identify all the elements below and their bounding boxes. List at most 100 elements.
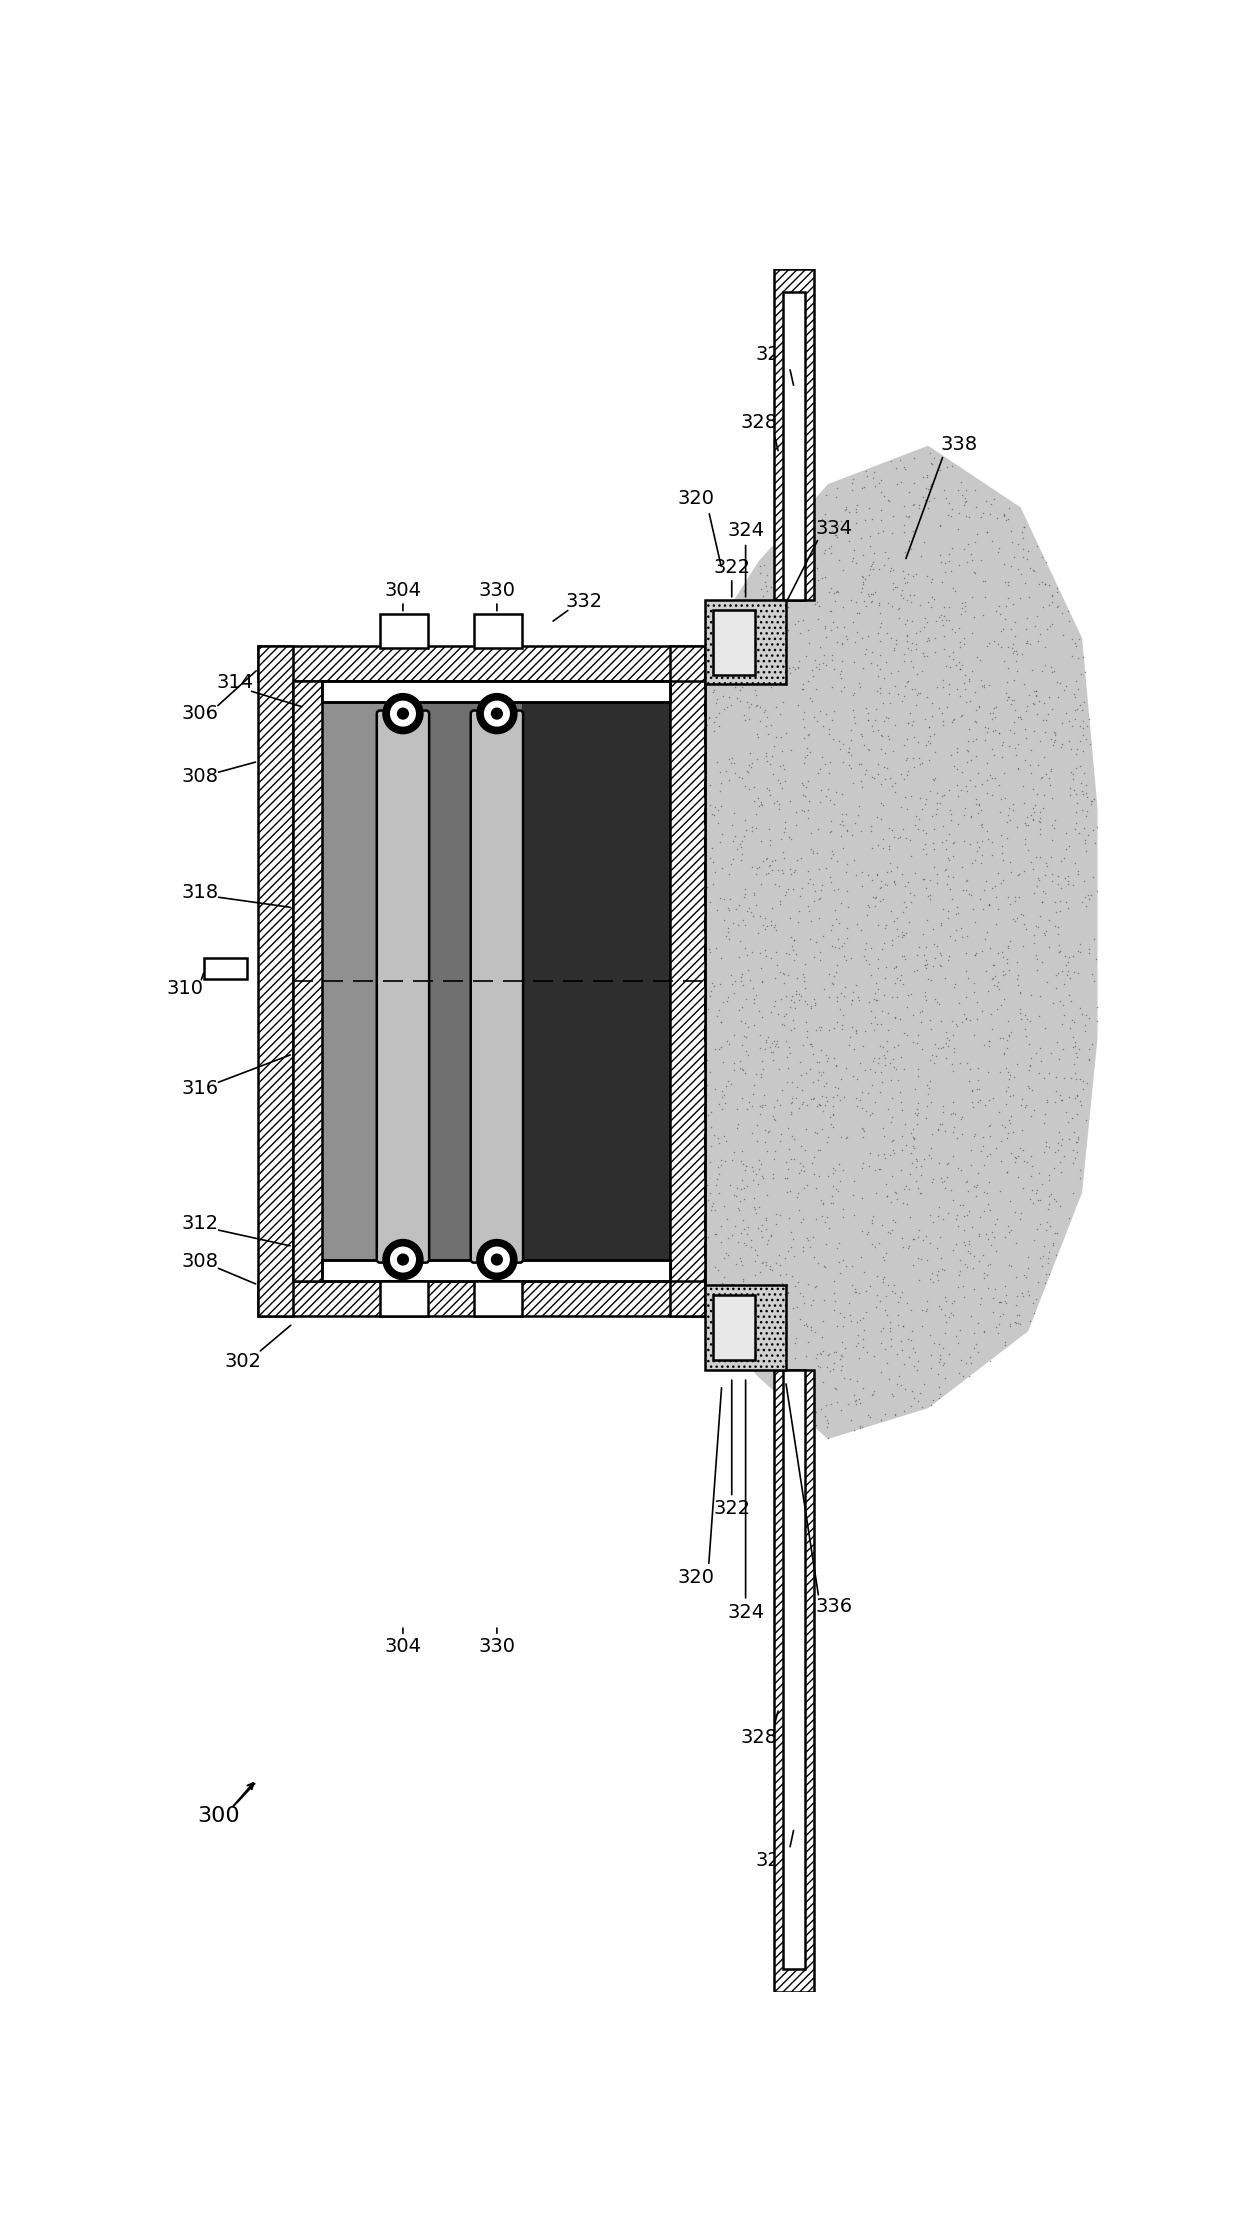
Point [980, 1247, 999, 1282]
Point [970, 788, 990, 824]
Point [775, 810, 795, 846]
Point [976, 953, 996, 989]
Point [846, 544, 866, 580]
Point [894, 488, 914, 524]
Point [894, 1170, 914, 1206]
Point [822, 1186, 842, 1222]
Point [732, 830, 751, 866]
Point [966, 490, 986, 526]
Point [702, 830, 722, 866]
Point [944, 1115, 963, 1150]
Point [1001, 886, 1021, 922]
Point [704, 853, 724, 888]
Point [910, 1175, 930, 1211]
Point [785, 1121, 805, 1157]
Point [1009, 880, 1029, 915]
Point [894, 636, 914, 671]
Point [856, 924, 875, 960]
Point [709, 1155, 729, 1191]
Point [878, 1012, 898, 1047]
Point [950, 1356, 970, 1392]
Point [843, 974, 863, 1009]
Point [702, 974, 722, 1009]
Point [852, 770, 872, 806]
Point [963, 555, 983, 591]
Point [905, 1070, 925, 1106]
Point [765, 786, 785, 821]
Point [936, 866, 956, 902]
Point [706, 1072, 725, 1108]
Point [827, 1070, 847, 1106]
Point [754, 598, 774, 633]
Point [779, 651, 799, 687]
Point [805, 698, 825, 734]
Point [717, 689, 737, 725]
Point [842, 1009, 862, 1045]
Point [754, 1050, 774, 1085]
Bar [713, 609, 755, 676]
Point [835, 927, 854, 962]
Point [903, 741, 923, 777]
Point [875, 1294, 895, 1329]
Point [931, 1029, 951, 1065]
Point [1065, 678, 1085, 714]
Point [764, 909, 784, 944]
Point [836, 1121, 856, 1157]
Point [787, 553, 807, 589]
Point [1079, 1041, 1099, 1076]
Point [947, 513, 967, 548]
Point [847, 492, 867, 528]
Point [797, 987, 817, 1023]
Point [853, 727, 873, 763]
Point [787, 841, 807, 877]
Point [1060, 732, 1080, 768]
Point [1007, 1278, 1027, 1314]
Point [994, 642, 1014, 678]
Point [707, 1285, 727, 1320]
Point [724, 1018, 744, 1054]
Point [748, 716, 768, 752]
Point [787, 687, 807, 723]
Point [1030, 1182, 1050, 1217]
Point [937, 497, 957, 533]
Point [885, 1175, 905, 1211]
Point [774, 956, 794, 991]
Point [825, 1294, 844, 1329]
Point [888, 1365, 908, 1401]
Point [986, 761, 1006, 797]
Point [725, 754, 745, 790]
Point [745, 1191, 765, 1226]
Point [847, 1088, 867, 1123]
Point [826, 1070, 846, 1106]
Point [720, 1168, 740, 1204]
Point [843, 765, 863, 801]
Point [753, 1206, 773, 1242]
Point [724, 1045, 744, 1081]
Point [1027, 528, 1047, 564]
Point [1061, 754, 1081, 790]
Point [843, 692, 863, 727]
Point [862, 707, 882, 743]
Point [844, 645, 864, 680]
Point [853, 564, 873, 600]
Point [812, 501, 832, 537]
Point [846, 1329, 866, 1365]
Point [1021, 1303, 1040, 1338]
Point [738, 1298, 758, 1334]
Point [761, 1217, 781, 1253]
Point [846, 1273, 866, 1309]
Point [828, 871, 848, 906]
Point [924, 848, 944, 884]
Point [928, 1112, 947, 1148]
Point [1040, 768, 1060, 803]
Point [867, 1258, 887, 1294]
Point [761, 568, 781, 604]
Point [813, 1186, 833, 1222]
Point [771, 1267, 791, 1303]
Point [1059, 1200, 1079, 1235]
Point [827, 517, 847, 553]
Point [743, 812, 763, 848]
Point [738, 1305, 758, 1341]
Point [967, 1000, 987, 1036]
Point [1025, 938, 1045, 974]
